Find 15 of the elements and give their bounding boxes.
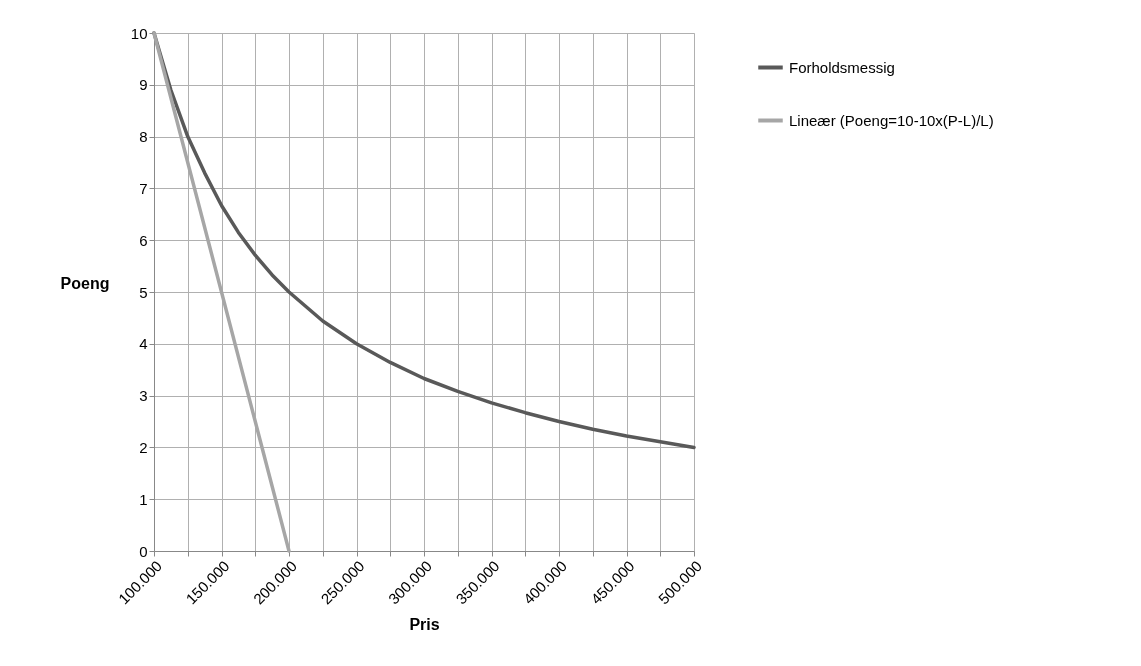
y-axis-title: Poeng [60, 274, 110, 292]
y-tick-label: 5 [139, 283, 148, 301]
legend-label: Forholdsmessig [789, 58, 895, 76]
y-tick-label: 2 [139, 438, 148, 456]
y-tick-label: 9 [139, 76, 148, 94]
y-tick-label: 6 [139, 231, 148, 249]
y-tick-label: 7 [139, 179, 148, 197]
y-tick-label: 1 [139, 490, 148, 508]
legend-label: Lineær (Poeng=10-10x(P-L)/L) [789, 111, 994, 129]
y-tick-label: 0 [139, 542, 148, 560]
y-tick-label: 3 [139, 387, 148, 405]
y-tick-label: 10 [130, 24, 148, 42]
x-axis-title: Pris [409, 616, 440, 634]
y-tick-label: 4 [139, 335, 148, 353]
y-tick-label: 8 [139, 128, 148, 146]
